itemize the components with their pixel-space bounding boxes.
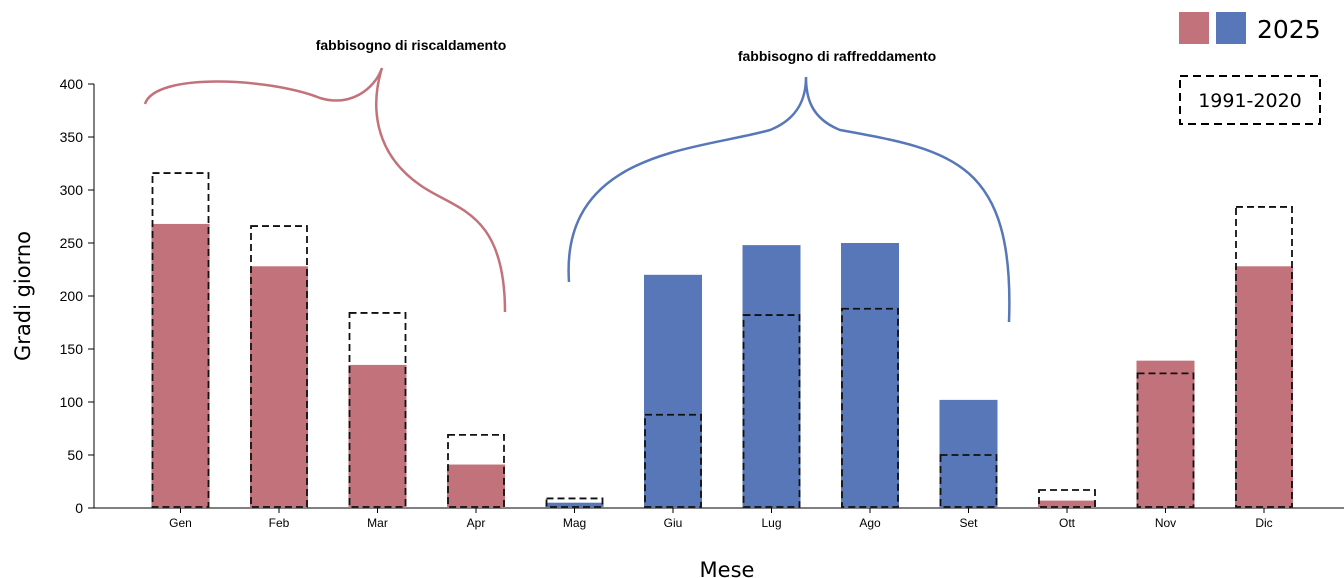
bar-2025-nov [1136,360,1195,508]
x-tick-label: Mag [563,516,586,530]
bar-1991-2020-feb [250,225,308,508]
bar-1991-2020-set [939,454,998,508]
bar-1991-2020-ago [841,307,899,508]
bar-2025-mag [545,502,604,508]
bars-2025 [151,223,1293,509]
bar-2025-set [939,399,998,508]
bar-2025-lug [742,245,801,508]
bar-2025-giu [644,274,702,508]
legend-label-1991-2020: 1991-2020 [1198,90,1302,112]
bar-2025-ago [841,243,899,508]
x-tick-label: Ago [859,516,881,530]
y-tick-label: 50 [67,447,83,463]
bar-1991-2020-giu [644,413,702,508]
y-tick-label: 250 [60,235,84,251]
bar-2025-feb [250,266,308,508]
bar-1991-2020-gen [151,172,210,508]
heating-brace [143,67,507,313]
bar-2025-mar [348,364,407,508]
y-tick-label: 350 [60,129,84,145]
bar-2025-gen [151,223,210,509]
y-tick-label: 0 [75,500,83,516]
x-ticks: Gen Feb Mar Apr Mag Giu Lug Ago Set Ott Nov Dic [169,508,1273,530]
bar-1991-2020-mag [545,497,604,508]
y-tick-label: 300 [60,182,84,198]
bar-1991-2020-dic [1235,206,1293,508]
x-tick-label: Nov [1155,516,1176,530]
legend-label-2025: 2025 [1257,15,1321,44]
heating-annotation-label: fabbisogno di riscaldamento [316,37,507,53]
x-tick-label: Dic [1255,516,1272,530]
y-axis-title: Gradi giorno [11,231,35,361]
y-tick-label: 400 [60,76,84,92]
x-axis-title: Mese [700,558,755,578]
x-tick-label: Gen [169,516,192,530]
legend-swatch-heating [1179,12,1209,44]
y-tick-label: 100 [60,394,84,410]
bar-2025-dic [1235,266,1293,508]
cooling-brace [567,76,1011,323]
bar-2025-apr [447,464,505,508]
x-tick-label: Set [959,516,978,530]
bars-1991-2020 [151,172,1293,508]
x-tick-label: Giu [664,516,683,530]
x-tick-label: Feb [269,516,290,530]
y-tick-label: 150 [60,341,84,357]
bar-1991-2020-lug [742,314,801,508]
legend-normal-box [1179,75,1321,125]
y-tick-label: 200 [60,288,84,304]
bar-1991-2020-nov [1136,372,1195,508]
bar-2025-ott [1038,500,1096,508]
x-tick-label: Mar [367,516,388,530]
x-tick-label: Lug [761,516,781,530]
cooling-annotation-label: fabbisogno di raffreddamento [738,48,936,64]
bar-1991-2020-apr [447,433,505,508]
legend-swatch-cooling [1216,12,1246,44]
bar-1991-2020-ott [1038,489,1096,508]
x-tick-label: Apr [467,516,486,530]
legend: 2025 1991-2020 [1179,12,1321,125]
y-ticks: 0 50 100 150 200 250 300 350 400 [60,76,94,516]
x-tick-label: Ott [1059,516,1076,530]
bar-1991-2020-mar [348,312,407,508]
